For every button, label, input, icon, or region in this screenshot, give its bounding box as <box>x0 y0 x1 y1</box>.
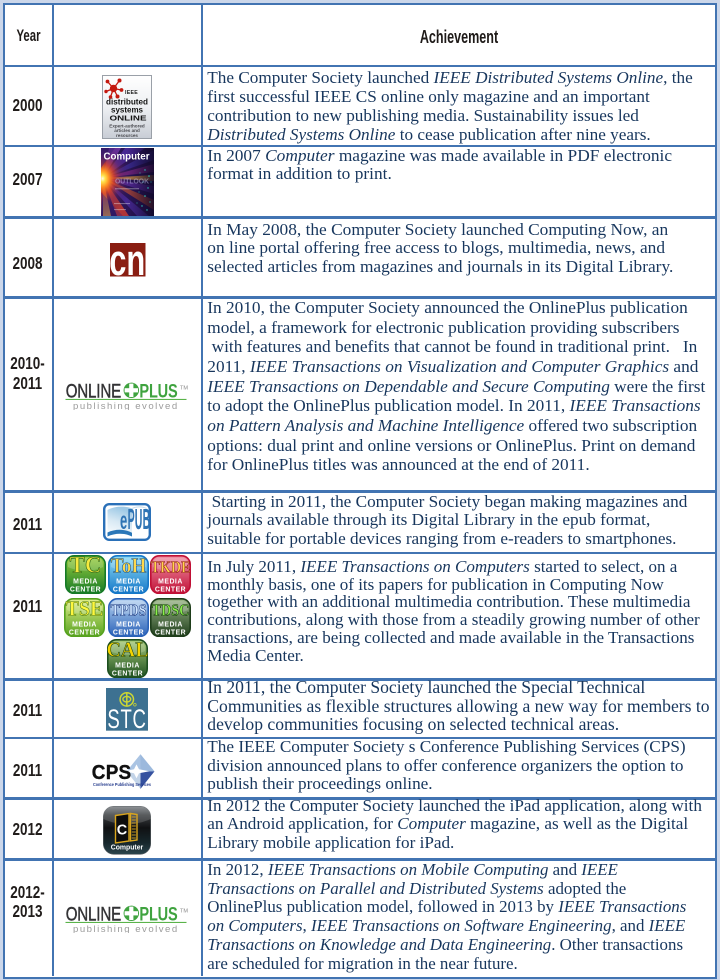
svg-text:TDSC: TDSC <box>151 601 189 620</box>
svg-text:OUTLOOK: OUTLOOK <box>115 176 150 185</box>
svg-text:TKDE: TKDE <box>150 558 190 577</box>
svg-text:CENTER: CENTER <box>155 629 186 636</box>
svg-text:TC: TC <box>70 555 102 577</box>
svg-text:CENTER: CENTER <box>70 587 101 594</box>
svg-text:MEDIA: MEDIA <box>158 621 183 628</box>
svg-text:distributed: distributed <box>106 96 148 106</box>
svg-text:C: C <box>117 822 128 838</box>
svg-text:PLUS: PLUS <box>140 905 178 925</box>
svg-text:MEDIA: MEDIA <box>116 621 141 628</box>
svg-text:CPS: CPS <box>92 761 132 784</box>
svg-text:TM: TM <box>180 908 188 914</box>
svg-text:ONLINE: ONLINE <box>66 382 121 402</box>
svg-text:ONLINE: ONLINE <box>109 113 146 122</box>
svg-text:MEDIA: MEDIA <box>72 621 97 628</box>
svg-text:CENTER: CENTER <box>69 629 100 636</box>
svg-text:STC: STC <box>108 704 147 731</box>
svg-text:Conference Publishing Services: Conference Publishing Services <box>93 781 151 786</box>
svg-text:CAL: CAL <box>107 639 148 662</box>
svg-text:cn: cn <box>110 243 145 277</box>
svg-text:MEDIA: MEDIA <box>158 579 183 586</box>
svg-text:systems: systems <box>111 104 143 114</box>
svg-text:PLUS: PLUS <box>140 382 178 402</box>
svg-text:MEDIA: MEDIA <box>115 662 140 669</box>
svg-text:publishing evolved: publishing evolved <box>73 924 179 933</box>
svg-text:ToH: ToH <box>111 555 147 578</box>
svg-text:TSE: TSE <box>66 598 104 621</box>
svg-text:TM: TM <box>180 386 188 392</box>
svg-text:IEEE: IEEE <box>125 89 138 95</box>
svg-text:CENTER: CENTER <box>112 670 143 677</box>
svg-text:MEDIA: MEDIA <box>73 579 98 586</box>
svg-text:Expert-authored: Expert-authored <box>109 123 145 128</box>
svg-text:Computer: Computer <box>111 845 144 852</box>
svg-text:resources: resources <box>116 133 138 138</box>
svg-text:MEDIA: MEDIA <box>116 579 141 586</box>
svg-text:CENTER: CENTER <box>155 587 186 594</box>
svg-text:ONLINE: ONLINE <box>66 905 121 925</box>
svg-text:publishing evolved: publishing evolved <box>73 401 179 410</box>
svg-text:TPDS: TPDS <box>110 601 146 620</box>
svg-text:CENTER: CENTER <box>113 587 144 594</box>
svg-text:CENTER: CENTER <box>113 629 144 636</box>
svg-text:PUB: PUB <box>127 503 150 535</box>
svg-text:Computer: Computer <box>103 151 149 162</box>
svg-text:e: e <box>120 507 127 535</box>
svg-text:articles and: articles and <box>114 128 140 133</box>
